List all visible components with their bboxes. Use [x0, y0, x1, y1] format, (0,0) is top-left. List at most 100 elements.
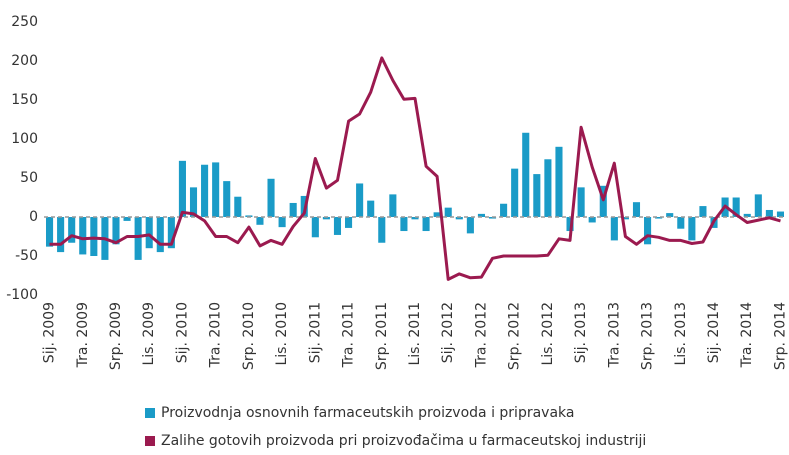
bar — [389, 194, 397, 217]
line — [49, 56, 781, 281]
x-tick-label: Lis. 2009 — [141, 302, 157, 366]
x-tick-label: Lis. 2013 — [673, 302, 689, 366]
bar — [577, 187, 585, 217]
bar — [45, 217, 54, 247]
bar — [765, 209, 773, 217]
y-tick-label: 100 — [11, 131, 38, 147]
bar — [677, 217, 685, 229]
legend-swatch — [145, 408, 155, 418]
bar — [776, 211, 785, 217]
x-tick-label: Lis. 2012 — [540, 302, 556, 366]
bar — [57, 217, 65, 253]
bar — [245, 215, 253, 217]
y-tick-label: 150 — [11, 92, 38, 108]
bar — [322, 217, 330, 220]
bar — [311, 217, 319, 238]
legend-label: Proizvodnja osnovnih farmaceutskih proiz… — [161, 405, 574, 421]
x-tick-label: Srp. 2013 — [640, 302, 656, 370]
bar — [223, 181, 231, 217]
bar — [378, 217, 386, 243]
bar — [267, 178, 275, 217]
bar — [234, 196, 242, 217]
bar — [555, 146, 563, 217]
bar — [278, 217, 286, 228]
bar — [644, 217, 652, 245]
x-tick-label: Tra. 2011 — [341, 302, 357, 368]
x-tick-label: Srp. 2010 — [241, 302, 257, 370]
x-tick-label: Tra. 2012 — [473, 302, 489, 368]
bar — [588, 217, 596, 223]
bar — [488, 217, 497, 219]
x-tick-label: Tra. 2013 — [606, 302, 622, 368]
bar — [477, 213, 485, 217]
bar — [333, 217, 342, 235]
bar — [433, 212, 441, 217]
y-tick-label: 50 — [20, 170, 38, 186]
bar — [178, 160, 186, 217]
x-tick-label: Srp. 2014 — [772, 302, 788, 370]
x-tick-label: Sij. 2014 — [706, 302, 722, 363]
bar — [134, 217, 142, 260]
bar — [189, 187, 198, 217]
x-tick-label: Sij. 2010 — [174, 302, 190, 363]
bar — [666, 213, 674, 217]
bar — [356, 183, 364, 217]
y-tick-label: -100 — [6, 287, 38, 303]
bar — [79, 217, 87, 255]
bar — [511, 168, 519, 217]
bar — [345, 217, 353, 228]
bar — [533, 174, 541, 217]
bar — [566, 217, 574, 232]
bar — [610, 217, 618, 241]
bar — [145, 217, 153, 249]
bar — [522, 132, 530, 217]
bar — [444, 207, 452, 217]
x-tick-label: Sij. 2011 — [307, 302, 323, 363]
x-tick-label: Sij. 2012 — [440, 302, 456, 363]
bar — [156, 217, 164, 253]
x-tick-label: Lis. 2011 — [407, 302, 423, 366]
bar — [621, 217, 629, 220]
legend-label: Zalihe gotovih proizvoda pri proizvođači… — [161, 433, 646, 449]
legend-swatch — [145, 436, 155, 446]
bar — [367, 200, 375, 217]
bar — [167, 217, 175, 249]
bar — [743, 213, 751, 217]
bar — [544, 159, 552, 217]
bar — [400, 217, 408, 232]
x-tick-label: Sij. 2013 — [573, 302, 589, 363]
bar — [68, 217, 76, 243]
bar — [90, 217, 98, 256]
bar — [732, 197, 740, 217]
bar — [699, 206, 707, 217]
bar — [754, 194, 762, 217]
bar — [599, 185, 607, 217]
bar — [688, 217, 696, 241]
x-tick-label: Srp. 2009 — [108, 302, 124, 370]
bar — [655, 217, 663, 219]
bar — [632, 202, 641, 217]
y-tick-label: 0 — [29, 209, 38, 225]
x-tick-label: Lis. 2010 — [274, 302, 290, 366]
y-tick-label: -50 — [15, 248, 38, 264]
bar — [411, 217, 419, 220]
x-tick-label: Sij. 2009 — [42, 302, 58, 363]
x-tick-label: Tra. 2014 — [739, 302, 755, 368]
bar — [466, 217, 474, 234]
x-tick-label: Tra. 2010 — [208, 302, 224, 368]
bar — [212, 162, 220, 217]
x-tick-label: Srp. 2012 — [507, 302, 523, 370]
bar — [422, 217, 430, 232]
bar — [289, 202, 297, 217]
y-tick-label: 200 — [11, 53, 38, 69]
y-tick-label: 250 — [11, 14, 38, 30]
bar — [112, 217, 120, 245]
bar — [201, 164, 209, 217]
bar — [256, 217, 264, 225]
bar — [123, 217, 131, 221]
bar — [500, 203, 508, 217]
x-tick-label: Tra. 2009 — [75, 302, 91, 368]
x-tick-label: Srp. 2011 — [374, 302, 390, 370]
bar — [455, 217, 463, 220]
